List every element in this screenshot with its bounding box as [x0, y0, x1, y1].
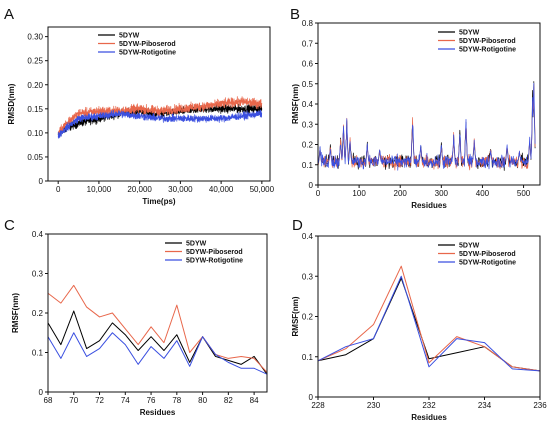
- x-tick-label: 300: [435, 189, 449, 198]
- series-group: [317, 265, 541, 372]
- y-tick-label: 0.3: [302, 120, 314, 129]
- x-tick-label: 76: [147, 396, 156, 405]
- y-tick-label: 0.1: [302, 161, 314, 170]
- y-axis-label: RMSD(nm): [7, 83, 16, 124]
- y-tick-label: 0.3: [32, 270, 44, 279]
- y-axis-label: RMSF(nm): [291, 84, 300, 124]
- y-tick-label: 0.7: [302, 39, 314, 48]
- x-axis-label: Residues: [411, 201, 447, 210]
- series-line-0: [47, 310, 268, 375]
- x-tick-label: 82: [224, 396, 233, 405]
- panel-letter: A: [4, 6, 14, 23]
- y-tick-label: 0: [309, 393, 314, 402]
- x-tick-label: 234: [478, 401, 492, 410]
- series-line-0: [317, 277, 541, 372]
- x-tick-label: 400: [476, 189, 490, 198]
- x-tick-label: 228: [311, 401, 325, 410]
- panel-letter: C: [4, 217, 15, 234]
- x-tick-label: 232: [422, 401, 436, 410]
- x-tick-label: 236: [533, 401, 547, 410]
- y-tick-label: 0.4: [302, 232, 314, 241]
- y-tick-label: 0.1: [302, 353, 314, 362]
- legend-label: 5DYW-Rotigotine: [119, 50, 176, 57]
- legend-label: 5DYW: [119, 33, 140, 40]
- y-tick-label: 0: [39, 388, 44, 397]
- legend-label: 5DYW-Piboserod: [119, 41, 176, 48]
- panel-d-rmsf-zoom-chart: D 228 230 232 234 236 0 0.1 0.2 0.3 0.4 Residues RMS…: [291, 217, 547, 422]
- series-line-1: [57, 96, 263, 136]
- y-tick-label: 0.5: [302, 80, 314, 89]
- series-line-1: [47, 284, 268, 373]
- series-line-2: [317, 275, 541, 372]
- x-tick-label: 20,000: [127, 185, 152, 194]
- legend-label: 5DYW-Piboserod: [459, 251, 516, 258]
- legend-label: 5DYW: [186, 241, 207, 248]
- series-line-2: [57, 109, 263, 139]
- x-tick-label: 500: [517, 189, 531, 198]
- y-tick-label: 0.3: [302, 272, 314, 281]
- y-axis-label: RMSF(nm): [11, 293, 20, 333]
- legend-label: 5DYW: [459, 243, 480, 250]
- y-tick-label: 0.4: [32, 230, 44, 239]
- series-line-2: [318, 82, 536, 171]
- panel-b-rmsf-chart: B 0 100 200 300 400 500 0 0.1 0.2 0.3 0.4 0.5 0.6 0.7 0…: [290, 6, 541, 210]
- series-line-1: [317, 265, 541, 372]
- series-group: [318, 81, 536, 171]
- y-tick-label: 0.15: [27, 105, 43, 114]
- legend-label: 5DYW-Rotigotine: [459, 47, 516, 54]
- x-tick-label: 100: [352, 189, 366, 198]
- x-tick-label: 80: [198, 396, 207, 405]
- y-tick-label: 0.2: [302, 141, 314, 150]
- y-tick-label: 0.30: [27, 33, 43, 42]
- y-tick-label: 0.2: [32, 309, 44, 318]
- legend-label: 5DYW-Piboserod: [459, 38, 516, 45]
- y-axis-label: RMSF(nm): [291, 296, 300, 336]
- y-tick-label: 0.2: [302, 313, 314, 322]
- y-tick-label: 0: [39, 177, 44, 186]
- y-tick-label: 0.1: [32, 349, 44, 358]
- x-tick-label: 40,000: [209, 185, 234, 194]
- x-tick-label: 72: [95, 396, 104, 405]
- panel-a-rmsd-chart: A 0 10,000 20,000 30,000 40,000 50,000 0 0.05 0.1…: [4, 6, 275, 206]
- y-tick-label: 0.4: [302, 100, 314, 109]
- series-group: [47, 284, 268, 375]
- panel-letter: D: [292, 217, 303, 234]
- x-axis-label: Residues: [411, 413, 447, 422]
- legend-label: 5DYW-Piboserod: [186, 249, 243, 256]
- panel-c-rmsf-zoom-chart: C 68 70 72 74 76 78 80 82 84 0 0.1 0.2 0.3 0.4 Residues…: [4, 217, 268, 417]
- y-tick-label: 0.10: [27, 129, 43, 138]
- x-tick-label: 74: [121, 396, 130, 405]
- x-tick-label: 0: [56, 185, 61, 194]
- x-tick-label: 30,000: [168, 185, 193, 194]
- x-tick-label: 50,000: [250, 185, 275, 194]
- series-line-2: [47, 332, 268, 375]
- x-tick-label: 10,000: [87, 185, 112, 194]
- legend-label: 5DYW: [459, 30, 480, 37]
- series-group: [57, 96, 263, 139]
- x-tick-label: 68: [44, 396, 53, 405]
- y-tick-label: 0.8: [302, 19, 314, 28]
- x-axis-label: Time(ps): [142, 197, 176, 206]
- x-tick-label: 230: [367, 401, 381, 410]
- x-tick-label: 70: [69, 396, 78, 405]
- y-tick-label: 0: [309, 181, 314, 190]
- y-tick-label: 0.20: [27, 81, 43, 90]
- panel-letter: B: [290, 6, 300, 23]
- legend-label: 5DYW-Rotigotine: [459, 260, 516, 267]
- y-tick-label: 0.6: [302, 60, 314, 69]
- y-tick-label: 0.05: [27, 153, 43, 162]
- plot-frame: [47, 26, 271, 182]
- x-tick-label: 200: [394, 189, 408, 198]
- x-axis-label: Residues: [140, 408, 176, 417]
- y-tick-label: 0.25: [27, 57, 43, 66]
- x-tick-label: 78: [172, 396, 181, 405]
- legend-label: 5DYW-Rotigotine: [186, 258, 243, 265]
- x-tick-label: 0: [316, 189, 321, 198]
- x-tick-label: 84: [250, 396, 259, 405]
